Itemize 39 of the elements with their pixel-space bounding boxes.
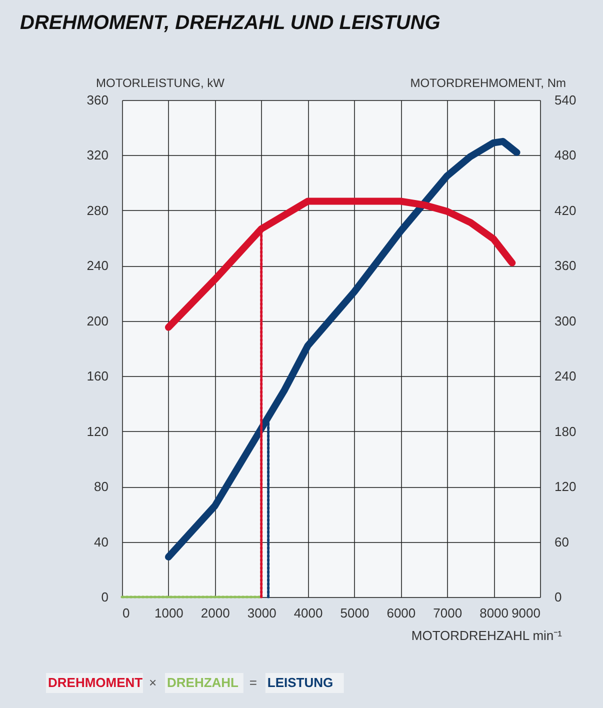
y2-axis-title: MOTORDREHMOMENT, Nm: [410, 76, 566, 90]
y-tick-label: 120: [86, 424, 108, 439]
y2-tick-label: 120: [554, 479, 576, 494]
y-tick-label: 40: [94, 534, 108, 550]
y2-tick-label: 300: [554, 313, 576, 328]
y-tick-label: 320: [86, 148, 108, 163]
y2-tick-label: 420: [554, 202, 576, 218]
x-tick-label: 1000: [154, 606, 184, 620]
x-tick-label: 2000: [200, 606, 230, 620]
x-tick-label: 6000: [386, 606, 416, 620]
x-tick-label: 4000: [294, 606, 323, 620]
text: DREHZAHL: [167, 675, 239, 690]
text: ×: [149, 675, 157, 690]
y-tick-label: 360: [86, 92, 108, 108]
y-tick-label: 240: [86, 258, 108, 274]
y-tick-label: 80: [94, 479, 108, 494]
y-axis-title: MOTORLEISTUNG, kW: [96, 76, 226, 90]
x-tick-label: 8000: [480, 606, 509, 620]
y2-tick-label: 0: [554, 590, 562, 604]
text: LEISTUNG: [267, 675, 334, 690]
y2-tick-label: 540: [554, 92, 576, 108]
y-tick-label: 0: [101, 590, 108, 604]
y-tick-label: 280: [86, 202, 108, 218]
chart-title: DREHMOMENT, DREHZAHL UND LEISTUNG: [20, 12, 440, 34]
x-tick-label: 3000: [247, 606, 276, 620]
x-axis-title: MOTORDREHZAHL min⁻¹: [411, 628, 563, 643]
y2-tick-label: 180: [554, 424, 576, 439]
x-tick-label: 9000: [512, 606, 540, 620]
y-tick-label: 200: [86, 313, 108, 328]
x-tick-label: 5000: [340, 606, 370, 620]
text: DREHMOMENT: [48, 675, 143, 690]
y2-tick-label: 360: [554, 258, 576, 274]
x-tick-label: 0: [122, 606, 130, 620]
y-tick-label: 160: [86, 368, 108, 384]
x-tick-label: 7000: [433, 606, 462, 620]
y2-tick-label: 240: [554, 368, 576, 384]
text: =: [249, 675, 257, 690]
y2-tick-label: 480: [554, 148, 576, 163]
y2-tick-label: 60: [554, 534, 569, 550]
